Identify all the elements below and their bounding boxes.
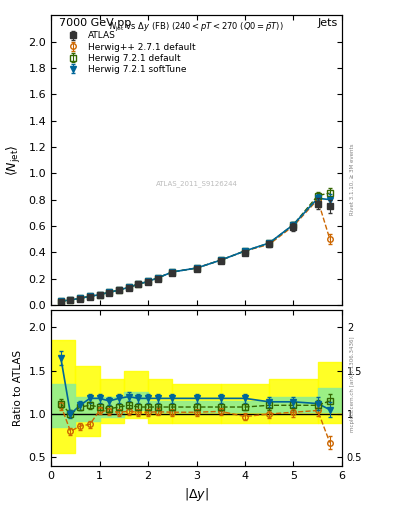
Text: 7000 GeV pp: 7000 GeV pp (59, 18, 131, 28)
Text: $N_\mathrm{jet}\ \mathrm{vs}\ \Delta y\ \mathrm{(FB)}\ (240 < pT < 270\ (Q0=\bar: $N_\mathrm{jet}\ \mathrm{vs}\ \Delta y\ … (109, 21, 284, 34)
Y-axis label: Ratio to ATLAS: Ratio to ATLAS (13, 350, 23, 426)
Text: Rivet 3.1.10, ≥ 3M events: Rivet 3.1.10, ≥ 3M events (350, 143, 355, 215)
Y-axis label: $\langle N_\mathrm{jet} \rangle$: $\langle N_\mathrm{jet} \rangle$ (5, 144, 23, 176)
Text: ATLAS_2011_S9126244: ATLAS_2011_S9126244 (156, 180, 237, 187)
Text: Jets: Jets (318, 18, 338, 28)
Legend: ATLAS, Herwig++ 2.7.1 default, Herwig 7.2.1 default, Herwig 7.2.1 softTune: ATLAS, Herwig++ 2.7.1 default, Herwig 7.… (59, 29, 198, 77)
X-axis label: $|\Delta y|$: $|\Delta y|$ (184, 486, 209, 503)
Text: mcplots.cern.ch [arXiv:1306.3436]: mcplots.cern.ch [arXiv:1306.3436] (350, 336, 355, 432)
